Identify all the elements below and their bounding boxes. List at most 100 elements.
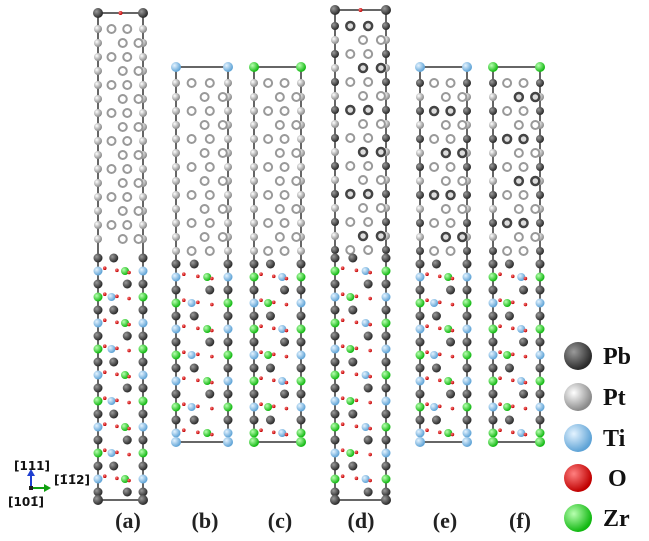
atom [188, 163, 196, 171]
atom [382, 475, 391, 484]
atom [520, 191, 528, 199]
atom [503, 107, 511, 115]
atom [223, 437, 233, 447]
atom [285, 407, 289, 411]
atom [463, 390, 472, 399]
atom [517, 429, 525, 437]
atom [331, 204, 339, 212]
atom [108, 81, 116, 89]
atom [219, 121, 227, 129]
atom [281, 247, 289, 255]
atom [511, 405, 515, 409]
atom [488, 437, 498, 447]
atom [272, 379, 276, 383]
atom [127, 349, 131, 353]
atom [210, 407, 214, 411]
atom [359, 120, 367, 128]
atom [355, 451, 359, 455]
atom [224, 416, 233, 425]
atom [425, 272, 429, 276]
atom [341, 448, 345, 452]
atom [119, 11, 123, 15]
atom [489, 390, 498, 399]
atom [206, 135, 214, 143]
atom [364, 280, 373, 289]
atom [119, 207, 127, 215]
legend-label: O [608, 466, 627, 492]
atom [109, 254, 118, 263]
panel-label: (f) [509, 508, 531, 533]
legend-label: Pt [603, 385, 626, 411]
atom [331, 176, 339, 184]
atom [172, 390, 181, 399]
atom [355, 347, 359, 351]
atom [123, 53, 131, 61]
atom [416, 286, 425, 295]
atom [463, 260, 472, 269]
atom [451, 303, 455, 307]
atom [348, 410, 357, 419]
atom [281, 135, 289, 143]
atom [341, 266, 345, 270]
atom [103, 266, 107, 270]
atom [536, 247, 544, 255]
atom [503, 299, 511, 307]
atom [94, 81, 102, 89]
atom [94, 25, 102, 33]
atom [297, 416, 306, 425]
atom [463, 338, 472, 347]
legend-label: Ti [603, 426, 626, 452]
atom [438, 301, 442, 305]
atom [425, 376, 429, 380]
atom [489, 219, 497, 227]
atom [331, 332, 340, 341]
atom [536, 312, 545, 321]
atom [442, 177, 450, 185]
atom [259, 298, 263, 302]
atom [94, 358, 103, 367]
atom [331, 78, 339, 86]
atom [297, 429, 306, 438]
atom [224, 429, 233, 438]
atom [451, 355, 455, 359]
atom [489, 121, 497, 129]
atom [463, 286, 472, 295]
atom [109, 358, 118, 367]
atom [259, 402, 263, 406]
atom [359, 8, 363, 12]
atom [364, 106, 372, 114]
atom [364, 384, 373, 393]
figure: (a) (b) (c) (d) (e) (f) Pb Pt Ti O Zr [1… [0, 0, 649, 541]
atom [331, 306, 340, 315]
atom [430, 191, 438, 199]
atom [442, 93, 450, 101]
atom [341, 396, 345, 400]
atom [292, 233, 300, 241]
atom [458, 205, 466, 213]
atom [172, 219, 180, 227]
atom [94, 462, 103, 471]
atom [285, 433, 289, 437]
atom [250, 403, 259, 412]
atom [451, 329, 455, 333]
atom [489, 299, 498, 308]
atom [382, 267, 391, 276]
atom [331, 397, 340, 406]
atom [203, 377, 211, 385]
atom [94, 109, 102, 117]
atom [135, 179, 143, 187]
atom [341, 292, 345, 296]
atom [425, 350, 429, 354]
atom [498, 350, 502, 354]
atom [331, 410, 340, 419]
panel-label: (d) [348, 508, 375, 533]
atom [430, 107, 438, 115]
atom [188, 299, 196, 307]
atom [382, 423, 391, 432]
atom [359, 64, 367, 72]
atom [489, 247, 497, 255]
atom [224, 338, 233, 347]
atom [250, 299, 259, 308]
atom [524, 303, 528, 307]
atom [172, 312, 181, 321]
